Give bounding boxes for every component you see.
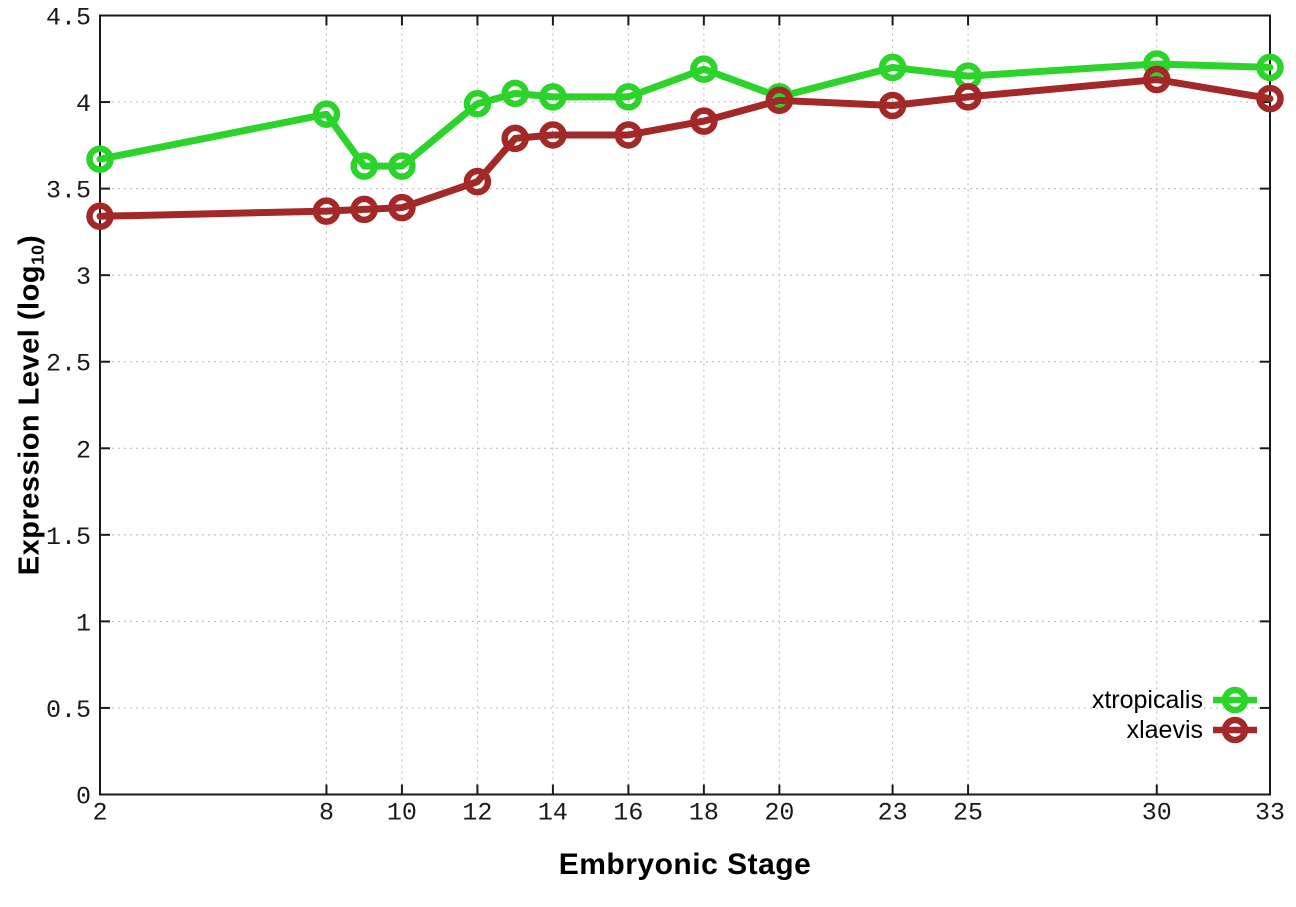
x-tick-label-12: 12 (462, 799, 492, 828)
data-point-xlaevis-stage-8 (312, 197, 341, 225)
data-point-xtropicalis-stage-16 (614, 83, 643, 111)
data-point-xtropicalis-stage-14 (539, 83, 567, 111)
x-tick-label-23: 23 (878, 799, 908, 828)
y-tick-label-0.5: 0.5 (46, 696, 91, 725)
data-point-xlaevis-stage-2 (86, 202, 114, 231)
y-tick-label-3: 3 (76, 263, 91, 292)
data-point-xlaevis-stage-10 (388, 193, 416, 222)
y-axis-title-subscript: 10 (27, 244, 48, 265)
y-tick-label-4.5: 4.5 (46, 4, 91, 33)
legend-item-xlaevis: xlaevis (1092, 715, 1258, 745)
data-point-xtropicalis-stage-23 (878, 53, 907, 82)
y-tick-label-1: 1 (76, 609, 91, 638)
data-point-xlaevis-stage-30 (1143, 65, 1171, 94)
data-point-xtropicalis-stage-2 (86, 145, 114, 173)
legend: xtropicalis xlaevis (1092, 685, 1258, 745)
y-axis-title: Expression Level (log10) (13, 235, 48, 575)
data-point-xlaevis-stage-9 (350, 195, 378, 224)
data-point-xtropicalis-stage-18 (690, 55, 718, 83)
y-axis-title-suffix: ) (13, 234, 46, 245)
data-point-xlaevis-stage-33 (1256, 84, 1284, 113)
data-point-xtropicalis-stage-9 (350, 152, 378, 180)
y-tick-label-3.5: 3.5 (46, 177, 91, 206)
data-point-xtropicalis-stage-13 (501, 79, 529, 108)
x-tick-label-16: 16 (613, 799, 643, 828)
data-point-xlaevis-stage-14 (539, 121, 567, 149)
y-tick-label-2: 2 (76, 436, 91, 465)
plot-border (99, 14, 1271, 796)
x-tick-label-30: 30 (1142, 799, 1172, 828)
x-tick-label-18: 18 (689, 799, 719, 828)
y-tick-label-0: 0 (76, 783, 91, 812)
data-point-xlaevis-stage-25 (954, 83, 982, 111)
y-tick-label-4: 4 (76, 90, 91, 119)
data-point-xlaevis-stage-13 (501, 124, 529, 153)
legend-label-xtropicalis: xtropicalis (1091, 685, 1203, 714)
legend-label-xlaevis: xlaevis (1126, 715, 1203, 744)
data-point-xtropicalis-stage-12 (463, 90, 492, 118)
legend-marker-xlaevis (1213, 716, 1257, 744)
x-tick-label-25: 25 (953, 799, 983, 828)
data-point-xlaevis-stage-18 (690, 107, 718, 135)
series-line-xlaevis (96, 76, 1274, 220)
data-point-xlaevis-stage-16 (614, 121, 643, 149)
series-line-xtropicalis (96, 60, 1274, 170)
data-point-xtropicalis-stage-30 (1143, 50, 1171, 78)
x-tick-label-10: 10 (387, 799, 417, 828)
data-point-xtropicalis-stage-8 (312, 100, 341, 128)
data-point-xtropicalis-stage-33 (1256, 53, 1284, 82)
x-tick-label-2: 2 (92, 799, 107, 828)
x-tick-label-8: 8 (319, 799, 334, 828)
y-axis-title-text: Expression Level (log (13, 264, 46, 576)
y-tick-label-1.5: 1.5 (46, 523, 91, 552)
x-tick-label-33: 33 (1255, 799, 1285, 828)
x-tick-label-14: 14 (538, 799, 568, 828)
data-point-xlaevis-stage-23 (878, 91, 907, 120)
y-tick-label-2.5: 2.5 (46, 350, 91, 379)
x-tick-label-20: 20 (764, 799, 794, 828)
legend-item-xtropicalis: xtropicalis (1092, 685, 1258, 715)
data-point-xlaevis-stage-12 (463, 167, 492, 196)
data-point-xlaevis-stage-20 (765, 86, 794, 115)
legend-marker-xtropicalis (1213, 686, 1257, 714)
x-axis-title: Embryonic Stage (558, 848, 812, 881)
data-point-xtropicalis-stage-10 (388, 152, 416, 180)
